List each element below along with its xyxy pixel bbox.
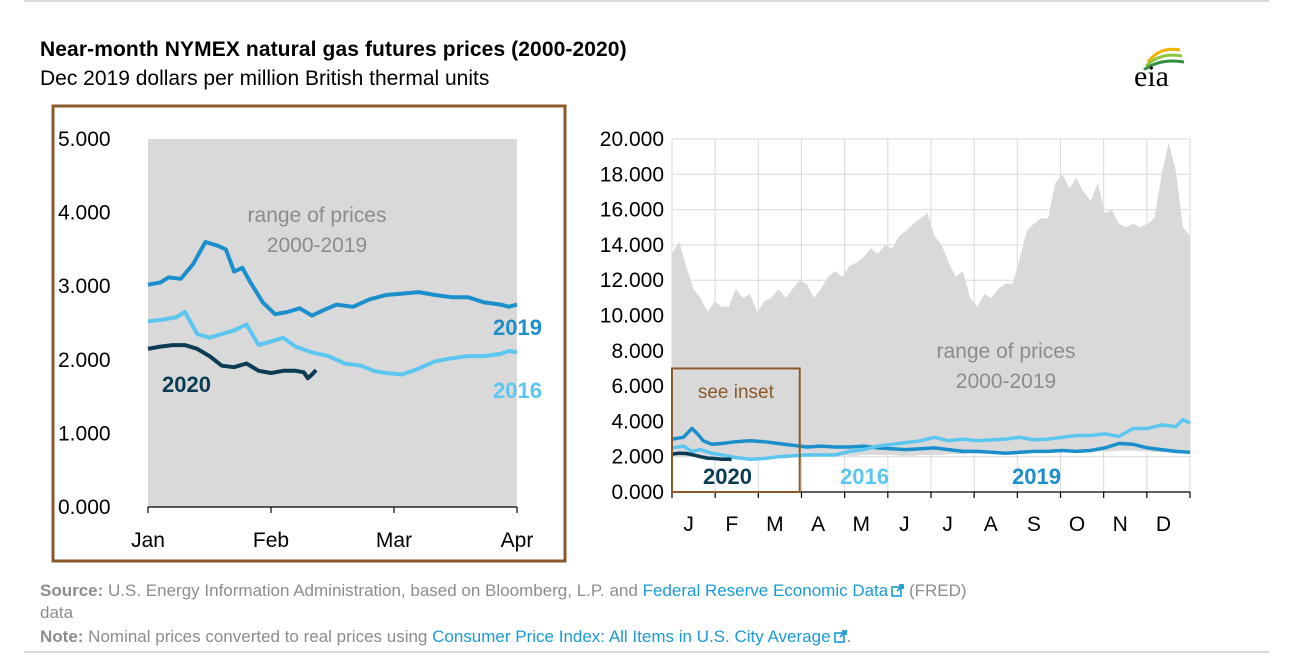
external-link-icon [891, 584, 905, 597]
right-series-label-2016: 2016 [840, 464, 889, 489]
inset-y-tick-label: 2.000 [58, 349, 111, 372]
right-series-2019 [671, 426, 1191, 455]
inset-series-label-2016: 2016 [493, 378, 542, 403]
right-y-tick-label: 10.000 [600, 305, 664, 328]
eia-logo-swoosh-icon [1143, 47, 1185, 70]
right-x-tick-label: J [899, 513, 910, 536]
right-y-tick-label: 18.000 [600, 163, 664, 186]
inset-y-tick-label: 5.000 [58, 128, 111, 151]
right-range-band [672, 142, 1190, 461]
right-range-label-line1: range of prices [937, 340, 1076, 363]
source-tail: (FRED) [904, 581, 967, 600]
inset-series-2020 [147, 343, 318, 381]
right-inset-box-label: see inset [698, 382, 775, 403]
right-series-2020 [671, 451, 732, 462]
right-x-tick-label: M [766, 513, 784, 536]
note-label: Note: [40, 627, 84, 646]
right-y-tick-label: 4.000 [611, 410, 664, 433]
inset-y-tick-label: 1.000 [58, 422, 111, 445]
inset-x-tick-label: Feb [253, 529, 289, 552]
external-link-icon [833, 630, 847, 643]
source-line-2: data [40, 603, 74, 622]
right-y-tick-label: 2.000 [611, 446, 664, 469]
right-series-label-2020: 2020 [703, 464, 752, 489]
right-series-label-2019: 2019 [1012, 464, 1061, 489]
inset-x-tick-label: Apr [501, 529, 534, 552]
right-y-tick-label: 8.000 [611, 340, 664, 363]
right-y-tick-label: 12.000 [600, 269, 664, 292]
cpi-link[interactable]: Consumer Price Index: All Items in U.S. … [432, 627, 831, 646]
right-y-tick-label: 0.000 [611, 481, 664, 504]
top-rule [24, 0, 1269, 2]
chart-title: Near-month NYMEX natural gas futures pri… [40, 38, 627, 61]
right-x-tick-label: A [811, 513, 825, 536]
inset-frame [51, 104, 567, 563]
note-tail: . [846, 627, 852, 646]
right-y-tick-label: 20.000 [600, 128, 664, 151]
inset-x-tick-label: Mar [376, 529, 412, 552]
right-x-tick-label: A [984, 513, 998, 536]
fred-link[interactable]: Federal Reserve Economic Data [642, 581, 889, 600]
chart-subtitle: Dec 2019 dollars per million British the… [40, 67, 490, 90]
right-x-tick-label: D [1156, 513, 1171, 536]
right-series-2016 [671, 417, 1191, 462]
source-label: Source: [40, 581, 104, 600]
inset-range-label-line2: 2000-2019 [267, 234, 367, 257]
right-y-tick-label: 14.000 [600, 234, 664, 257]
right-y-tick-label: 16.000 [600, 199, 664, 222]
inset-y-tick-label: 3.000 [58, 275, 111, 298]
inset-range-band [148, 139, 517, 507]
right-x-tick-label: S [1027, 513, 1041, 536]
inset-series-label-2020: 2020 [162, 372, 211, 397]
inset-series-label-2019: 2019 [493, 315, 542, 340]
inset-y-tick-label: 0.000 [58, 496, 111, 519]
right-y-tick-label: 6.000 [611, 375, 664, 398]
note-text: Nominal prices converted to real prices … [83, 627, 433, 646]
right-x-tick-label: J [942, 513, 953, 536]
source-line: Source: U.S. Energy Information Administ… [40, 581, 967, 601]
inset-y-tick-label: 4.000 [58, 202, 111, 225]
right-x-tick-label: F [725, 513, 738, 536]
inset-series-2016 [147, 310, 518, 377]
right-x-tick-label: O [1069, 513, 1085, 536]
eia-logo [1120, 40, 1190, 100]
right-x-tick-label: J [683, 513, 694, 536]
right-x-tick-label: M [853, 513, 871, 536]
eia-logo-text: eia [1134, 60, 1169, 93]
inset-x-tick-label: Jan [131, 529, 165, 552]
right-inset-box [671, 367, 801, 494]
right-range-label-line2: 2000-2019 [956, 370, 1056, 393]
source-text: U.S. Energy Information Administration, … [103, 581, 643, 600]
bottom-rule [24, 651, 1269, 653]
inset-range-label-line1: range of prices [248, 204, 387, 227]
note-line: Note: Nominal prices converted to real p… [40, 627, 851, 647]
inset-series-2019 [147, 240, 518, 318]
right-x-tick-label: N [1113, 513, 1128, 536]
